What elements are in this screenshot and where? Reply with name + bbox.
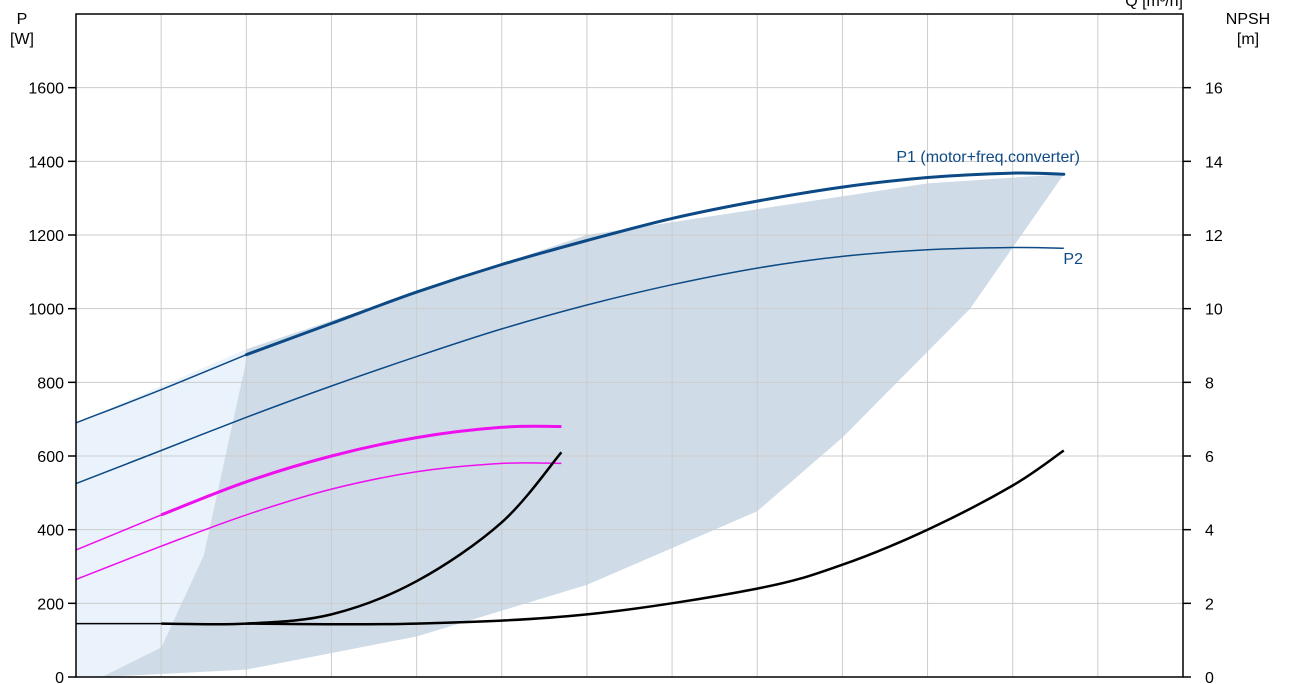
plot-frame <box>75 13 1184 678</box>
right-tick-label: 8 <box>1205 375 1214 392</box>
left-tick-label: 200 <box>37 596 64 613</box>
curve-npsh <box>246 449 1065 626</box>
curves <box>75 171 1066 626</box>
left-axis-title-line2: [W] <box>10 31 34 48</box>
left-tick-label: 800 <box>37 375 64 392</box>
left-tick-label: 1600 <box>28 81 64 98</box>
axes: 0 200 400 600 800 1000 1200 1400 1600 0 2 4 6 8 10 12 14… <box>28 13 1223 684</box>
right-tick-label: 16 <box>1205 81 1223 98</box>
left-tick-label: 1000 <box>28 302 64 319</box>
curve-p1-extension <box>75 354 247 424</box>
curve-p2 <box>75 246 1064 485</box>
top-right-label: Q [m³/h] <box>1125 0 1183 10</box>
operating-area-dark <box>101 174 1064 677</box>
curve-p1-min-speed-extension <box>75 514 162 551</box>
left-tick-label: 600 <box>37 449 64 466</box>
series-label-p1: P1 (motor+freq.converter) <box>896 149 1080 166</box>
right-tick-label: 2 <box>1205 596 1214 613</box>
right-tick-label: 12 <box>1205 228 1223 245</box>
curve-npsh-min-speed <box>161 451 563 626</box>
right-axis-title-line1: NPSH <box>1226 11 1270 28</box>
right-tick-label: 14 <box>1205 154 1223 171</box>
series-label-p2: P2 <box>1063 251 1083 268</box>
curve-p1-min-speed <box>160 424 562 517</box>
left-tick-label: 1200 <box>28 228 64 245</box>
curve-p1 <box>244 171 1066 357</box>
right-axis-title-line2: [m] <box>1237 31 1259 48</box>
left-axis-title-line1: P <box>17 11 28 28</box>
right-tick-label: 6 <box>1205 449 1214 466</box>
curve-p2-min-speed <box>75 462 562 581</box>
right-tick-label: 0 <box>1205 670 1214 684</box>
grid <box>75 14 1184 678</box>
left-tick-label: 0 <box>55 670 64 684</box>
right-tick-label: 10 <box>1205 302 1223 319</box>
right-tick-label: 4 <box>1205 523 1214 540</box>
left-tick-label: 1400 <box>28 154 64 171</box>
left-tick-label: 400 <box>37 523 64 540</box>
